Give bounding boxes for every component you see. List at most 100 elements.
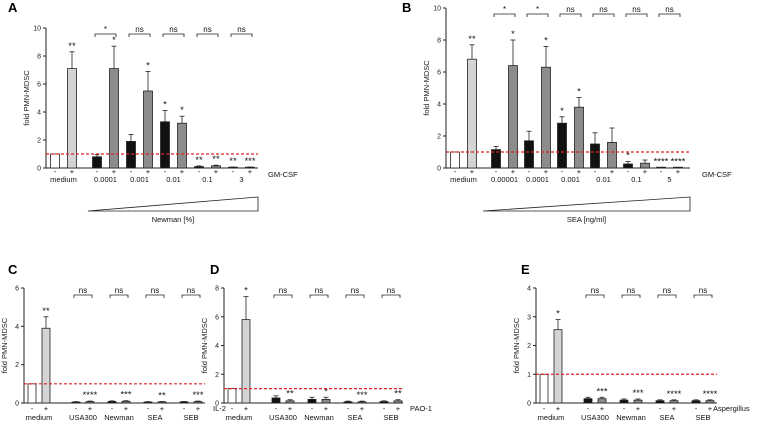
pm-label: -: [561, 167, 564, 176]
significance-mark: ***: [356, 390, 367, 401]
y-tick-label: 0: [15, 401, 19, 408]
bar-plus: [705, 400, 715, 404]
significance-mark: **: [468, 34, 476, 45]
category-label: medium: [450, 175, 477, 184]
category-label: medium: [26, 413, 53, 422]
bar-minus: [619, 399, 629, 404]
concentration-triangle: [482, 196, 691, 212]
category-label: Newman: [616, 413, 646, 422]
pm-label: -: [695, 404, 698, 413]
category-label: SEB: [383, 413, 398, 422]
significance-mark: **: [286, 389, 294, 400]
y-tick-label: 0: [437, 166, 441, 173]
pm-label: +: [676, 167, 681, 176]
y-axis-label: fold PMN-MDSC: [422, 60, 431, 116]
y-axis-label: fold PMN-MDSC: [0, 317, 9, 373]
significance-mark: *: [556, 309, 560, 320]
pair-significance: ns: [663, 286, 671, 295]
category-label: 0.01: [596, 175, 611, 184]
significance-mark: *: [324, 386, 328, 397]
bar-minus: [343, 401, 353, 404]
y-tick-label: 3: [527, 314, 531, 321]
pm-label: +: [44, 404, 49, 413]
category-label: SEB: [695, 413, 710, 422]
pm-label: -: [231, 404, 234, 413]
pm-label: -: [75, 404, 78, 413]
y-tick-label: 2: [437, 134, 441, 141]
bar-minus: [557, 122, 567, 169]
pm-label: +: [324, 404, 329, 413]
pair-significance: ns: [627, 286, 635, 295]
panel-letter: E: [521, 262, 530, 277]
y-tick-label: 4: [215, 343, 219, 350]
significance-mark: *: [163, 100, 167, 111]
y-tick-label: 1: [527, 372, 531, 379]
pm-label: +: [70, 167, 75, 176]
pair-significance: ns: [566, 5, 574, 14]
category-label: SEB: [183, 413, 198, 422]
y-tick-label: 4: [15, 324, 19, 331]
category-label: 3: [239, 175, 243, 184]
category-label: 0.001: [130, 175, 149, 184]
bar-plus: [85, 401, 95, 404]
pm-label: +: [214, 167, 219, 176]
category-label: 0.0001: [94, 175, 117, 184]
y-tick-label: 6: [15, 286, 19, 293]
bar-minus: [179, 401, 189, 404]
pair-significance: ns: [169, 25, 177, 34]
pair-bracket: [693, 294, 713, 298]
pair-significance: *: [503, 5, 506, 14]
pair-significance: ns: [315, 286, 323, 295]
bar-minus: [307, 399, 317, 404]
pm-label: -: [198, 167, 201, 176]
pm-label: -: [594, 167, 597, 176]
panel-letter: B: [402, 0, 411, 15]
y-tick-label: 4: [437, 102, 441, 109]
pair-significance: ns: [599, 5, 607, 14]
pair-significance: ns: [387, 286, 395, 295]
category-label: medium: [538, 413, 565, 422]
bar-plus: [121, 400, 131, 404]
pair-bracket: [128, 33, 151, 37]
pm-label: +: [470, 167, 475, 176]
panel-letter: D: [210, 262, 219, 277]
pm-label: -: [31, 404, 34, 413]
pair-significance: ns: [79, 286, 87, 295]
bar-plus: [285, 400, 295, 404]
category-label: USA300: [69, 413, 97, 422]
pair-bracket: [493, 13, 516, 17]
pair-significance: ns: [187, 286, 195, 295]
bar-minus: [71, 401, 81, 404]
bar-plus: [393, 400, 403, 404]
pair-significance: ns: [115, 286, 123, 295]
stimulus-label: PAO-1: [410, 404, 432, 413]
bar-plus: [597, 398, 607, 404]
bar-plus: [157, 401, 167, 404]
significance-mark: **: [195, 155, 203, 166]
gradient-label: Newman [%]: [152, 215, 195, 224]
pm-label: -: [96, 167, 99, 176]
pm-label: +: [360, 404, 365, 413]
category-label: 5: [667, 175, 671, 184]
bar-plus: [357, 401, 367, 404]
significance-mark: *: [511, 29, 515, 40]
y-tick-label: 2: [37, 138, 41, 145]
pm-label: -: [164, 167, 167, 176]
significance-mark: **: [212, 154, 220, 165]
pm-label: -: [383, 404, 386, 413]
y-tick-label: 8: [215, 286, 219, 293]
pm-label: -: [587, 404, 590, 413]
category-label: SEA: [347, 413, 362, 422]
bar-minus: [50, 153, 60, 169]
pair-significance: ns: [632, 5, 640, 14]
bar-plus: [607, 141, 617, 169]
pair-bracket: [559, 13, 582, 17]
pm-label: -: [495, 167, 498, 176]
pair-bracket: [345, 294, 365, 298]
bar-minus: [27, 383, 37, 404]
significance-mark: *: [146, 60, 150, 71]
stimulus-label: Aspergillus: [713, 404, 750, 413]
